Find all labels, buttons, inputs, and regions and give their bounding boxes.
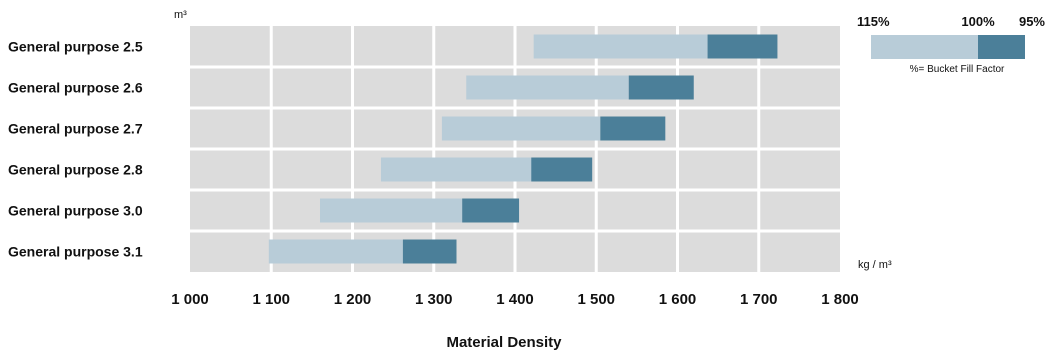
x-tick-label: 1 400 [496, 291, 534, 308]
bar-range-light [441, 116, 601, 141]
x-tick-labels: 1 000 1 100 1 200 1 300 1 400 1 500 1 600 1 700… [171, 291, 859, 308]
bar-range-light [533, 34, 708, 59]
legend-swatch-dark [978, 35, 1025, 59]
x-tick-label: 1 200 [334, 291, 372, 308]
row-label: General purpose 2.7 [8, 121, 143, 137]
x-tick-label: 1 500 [577, 291, 615, 308]
grid-layer [190, 26, 840, 272]
bar-range-light [466, 75, 629, 100]
bar-range-dark [531, 157, 593, 182]
row-label: General purpose 3.1 [8, 244, 143, 260]
bar-range-dark [707, 34, 778, 59]
row-label: General purpose 3.0 [8, 203, 143, 219]
row-label: General purpose 2.6 [8, 80, 143, 96]
bar-range-dark [462, 198, 520, 223]
legend-label-100: 100% [961, 14, 995, 29]
bar-range-dark [402, 239, 457, 264]
row-label: General purpose 2.8 [8, 162, 143, 178]
legend-label-115: 115% [857, 14, 890, 29]
x-tick-label: 1 700 [740, 291, 778, 308]
legend-label-95: 95% [1019, 14, 1045, 29]
bar-range-light [380, 157, 532, 182]
bar-range-light [268, 239, 403, 264]
legend: 115% 100% 95% %= Bucket Fill Factor [857, 14, 1045, 75]
x-tick-label: 1 100 [252, 291, 290, 308]
x-tick-label: 1 000 [171, 291, 209, 308]
bar-range-dark [628, 75, 694, 100]
legend-note: %= Bucket Fill Factor [910, 64, 1005, 75]
legend-swatch-light [871, 35, 978, 59]
bar-range-light [320, 198, 463, 223]
row-labels: General purpose 2.5 General purpose 2.6 Ge… [8, 39, 143, 260]
bar-range-dark [600, 116, 666, 141]
bars-layer [268, 34, 778, 264]
x-axis-title: Material Density [446, 334, 562, 351]
x-tick-label: 1 600 [659, 291, 697, 308]
x-tick-label: 1 300 [415, 291, 453, 308]
row-label: General purpose 2.5 [8, 39, 143, 55]
x-tick-label: 1 800 [821, 291, 859, 308]
x-unit-label: kg / m³ [858, 259, 892, 271]
y-unit-label: m³ [174, 9, 187, 21]
